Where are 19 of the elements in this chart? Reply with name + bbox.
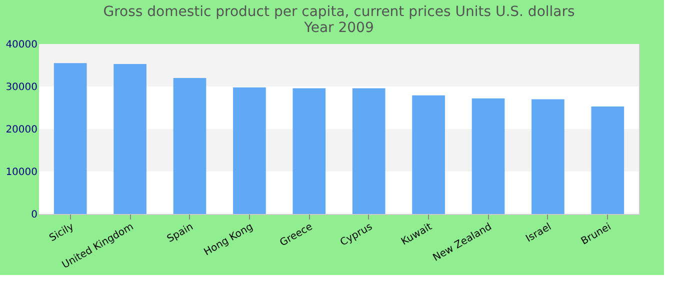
y-tick-label: 40000 [6,40,38,50]
bar [472,98,505,214]
bar [173,78,206,214]
bar [233,87,266,214]
text: Gross domestic product per capita, current prices Units U.S. dollars [103,4,575,20]
y-tick-label: 20000 [6,124,38,136]
bar [532,99,564,214]
bar [591,106,624,214]
y-tick-label: 30000 [6,82,38,93]
bar [114,64,146,214]
bar [292,88,326,214]
bar [412,95,445,214]
x-tick-label: Sicily [48,221,76,244]
bar [352,88,386,214]
text: Year 2009 [304,20,374,36]
y-tick-label: 10000 [6,167,38,178]
y-tick-label: 0 [31,210,38,220]
bar [54,63,87,214]
x-tick-label: Hong Kong [202,222,255,258]
